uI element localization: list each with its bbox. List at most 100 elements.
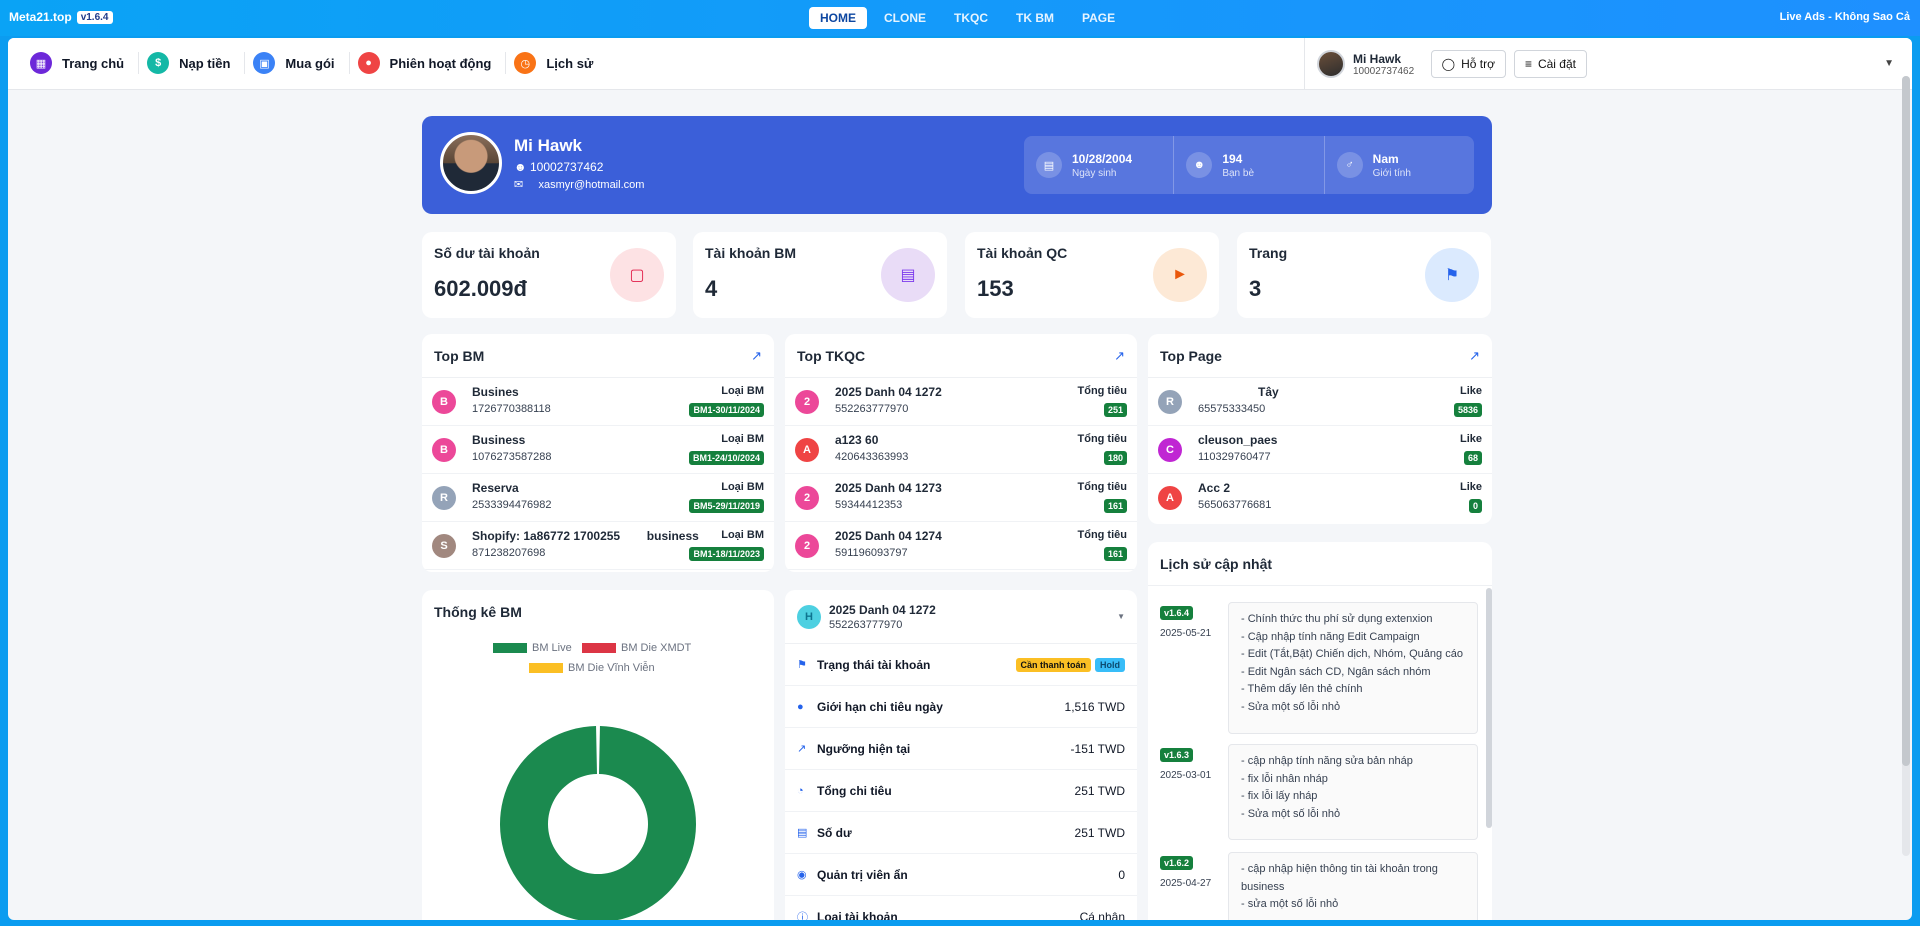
mail-icon: ✉ — [514, 179, 524, 191]
tab-home[interactable]: HOME — [809, 7, 867, 29]
profile-name: Mi Hawk — [514, 136, 583, 155]
item-name: Reserva — [472, 481, 519, 495]
tab-tkqc[interactable]: TKQC — [954, 11, 988, 25]
menu-item-label: Phiên hoạt động — [389, 55, 492, 71]
account-header[interactable]: H 2025 Danh 04 1272 552263777970 ▼ — [785, 590, 1137, 644]
stat-label: Giới tính — [1372, 167, 1411, 179]
detail-label: Trạng thái tài khoản — [817, 657, 931, 672]
menu-item-label: Mua gói — [285, 55, 335, 71]
list-item[interactable]: B Busines 1726770388118 Loại BM BM1-30/1… — [422, 378, 774, 426]
stat-value: Nam — [1372, 151, 1399, 166]
menu-item-history[interactable]: ◷ Lịch sử — [506, 52, 607, 74]
item-id: 1076273587288 — [472, 451, 552, 463]
chart-line-icon: ↗ — [797, 743, 807, 755]
history-scrollbar[interactable] — [1486, 588, 1492, 828]
changelog-item: - sửa một số lỗi nhỏ — [1241, 898, 1339, 910]
detail-label: Giới hạn chi tiêu ngày — [817, 699, 943, 714]
release-date: 2025-03-01 — [1160, 770, 1212, 781]
chevron-down-icon[interactable]: ▼ — [1117, 612, 1125, 621]
tab-clone[interactable]: CLONE — [884, 11, 926, 25]
status-badge: 5836 — [1453, 403, 1482, 417]
stat-card-balance: Số dư tài khoản 602.009đ ▢ — [422, 232, 676, 318]
coins-icon: ● — [797, 700, 804, 713]
update-history-card: Lịch sử cập nhật v1.6.4 2025-05-21 - Chí… — [1148, 542, 1492, 920]
user-icon: ☻ — [1186, 152, 1213, 178]
tab-page[interactable]: PAGE — [1082, 11, 1116, 25]
profile-email: ✉ xasmyr@hotmail.com — [514, 178, 644, 191]
user-icon: ☻ — [514, 160, 527, 174]
detail-label: Quản trị viên ẩn — [817, 867, 908, 882]
tab-tk-bm[interactable]: TK BM — [1016, 11, 1054, 25]
changelog-item: - Thêm dấy lên thẻ chính — [1241, 683, 1363, 695]
item-id: 1726770388118 — [472, 403, 551, 415]
item-type: Like — [1459, 433, 1482, 445]
scrollbar-thumb[interactable] — [1902, 76, 1910, 766]
menu-item-buy-package[interactable]: ▣ Mua gói — [245, 52, 350, 74]
brand-name: Meta21.top — [9, 10, 72, 24]
avatar: H — [797, 604, 821, 629]
male-icon: ♂ — [1336, 152, 1363, 178]
profile-banner: Mi Hawk ☻ 10002737462 ✉ xasmyr@hotmail.c… — [422, 116, 1492, 214]
list-item[interactable]: 2 2025 Danh 04 1273 59344412353 Tổng tiê… — [785, 474, 1137, 522]
stat-label: Bạn bè — [1222, 167, 1255, 179]
legend-label: BM Die XMDT — [621, 642, 692, 654]
donut-slice-bm-live[interactable] — [500, 726, 696, 920]
list-item[interactable]: C cleuson_paes 110329760477 Like 68 — [1148, 426, 1492, 474]
detail-label: Ngưỡng hiện tại — [817, 741, 911, 756]
header-actions: ◯ Hỗ trợ ≡ Cài đặt — [1430, 50, 1587, 78]
detail-row-total-spend: ◔ Tổng chi tiêu 251 TWD — [785, 770, 1137, 812]
menu-item-sessions[interactable]: ● Phiên hoạt động — [350, 52, 507, 74]
megaphone-icon: ► — [1153, 248, 1207, 302]
avatar: 2 — [795, 390, 819, 414]
detail-value: 251 TWD — [1074, 825, 1125, 840]
settings-button[interactable]: ≡ Cài đặt — [1513, 50, 1587, 78]
legend-swatch — [582, 643, 616, 653]
changelog-item: - Edit (Tắt,Bật) Chiến dịch, Nhóm, Quảng… — [1241, 648, 1463, 660]
avatar: A — [1158, 486, 1182, 510]
list-item[interactable]: R Reserva 2533394476982 Loại BM BM5-29/1… — [422, 474, 774, 522]
list-item[interactable]: 2 2025 Danh 04 1274 591196093797 Tổng ti… — [785, 522, 1137, 570]
stat-title: Tài khoản BM — [705, 245, 797, 261]
menu-item-home[interactable]: ▦ Trang chủ — [22, 52, 140, 74]
item-name: Business — [472, 433, 526, 447]
list-item[interactable]: A a123 60 420643363993 Tổng tiêu 180 — [785, 426, 1137, 474]
card-title: Lịch sử cập nhật — [1148, 542, 1492, 586]
stat-card-ad-accounts: Tài khoản QC 153 ► — [965, 232, 1219, 318]
status-badge: Hold — [1095, 657, 1125, 672]
list-item[interactable]: R Tây 65575333450 Like 5836 — [1148, 378, 1492, 426]
menu-item-deposit[interactable]: $ Nạp tiền — [139, 52, 246, 74]
list-item[interactable]: B Business 1076273587288 Loại BM BM1-24/… — [422, 426, 774, 474]
stat-label: Ngày sinh — [1072, 167, 1117, 179]
detail-row-threshold: ↗ Ngưỡng hiện tại -151 TWD — [785, 728, 1137, 770]
legend-swatch — [529, 663, 563, 673]
item-type: Loại BM — [721, 529, 764, 541]
profile-stats: ▤ 10/28/2004 Ngày sinh ☻ 194 Bạn bè ♂ Nam G… — [1024, 136, 1474, 194]
brand[interactable]: Meta21.top v1.6.4 — [9, 10, 113, 24]
changelog-item: - Chính thức thu phí sử dụng extenxion — [1241, 613, 1433, 625]
external-link-icon[interactable]: ↗ — [751, 347, 762, 363]
main-frame: ▦ Trang chủ $ Nạp tiền ▣ Mua gói ● Phiên… — [8, 38, 1912, 920]
flag-icon: ⚑ — [797, 659, 807, 671]
version-badge: v1.6.2 — [1160, 856, 1194, 870]
support-button[interactable]: ◯ Hỗ trợ — [1430, 50, 1506, 78]
external-link-icon[interactable]: ↗ — [1114, 347, 1125, 363]
external-link-icon[interactable]: ↗ — [1469, 347, 1480, 363]
user-menu[interactable]: Mi Hawk 10002737462 ▼ — [1304, 38, 1904, 90]
item-name: Acc 2 — [1198, 481, 1231, 495]
changelog-item: - cập nhập hiện thông tin tài khoản tron… — [1241, 863, 1438, 893]
legend-item[interactable]: BM Die Vĩnh Viễn — [529, 662, 655, 674]
chevron-down-icon[interactable]: ▼ — [1884, 58, 1894, 69]
list-item[interactable]: S Shopify: 1a86772 1700255 business 8712… — [422, 522, 774, 570]
scrollbar[interactable] — [1902, 76, 1910, 856]
avatar: A — [795, 438, 819, 462]
legend-item[interactable]: BM Live — [493, 642, 572, 654]
item-type: Tổng tiêu — [1077, 433, 1128, 445]
item-type: Loại BM — [721, 481, 764, 493]
info-icon: ⓘ — [797, 911, 808, 921]
list-item[interactable]: 2 2025 Danh 04 1272 552263777970 Tổng ti… — [785, 378, 1137, 426]
list-item[interactable]: A Acc 2 565063776681 Like 0 — [1148, 474, 1492, 522]
avatar: S — [432, 534, 456, 558]
changelog-item: - fix lỗi nhân nháp — [1241, 772, 1328, 785]
legend-item[interactable]: BM Die XMDT — [582, 642, 691, 654]
bm-stats-card: Thống kê BM BM Live BM Die XMDT BM Die V… — [422, 590, 774, 920]
